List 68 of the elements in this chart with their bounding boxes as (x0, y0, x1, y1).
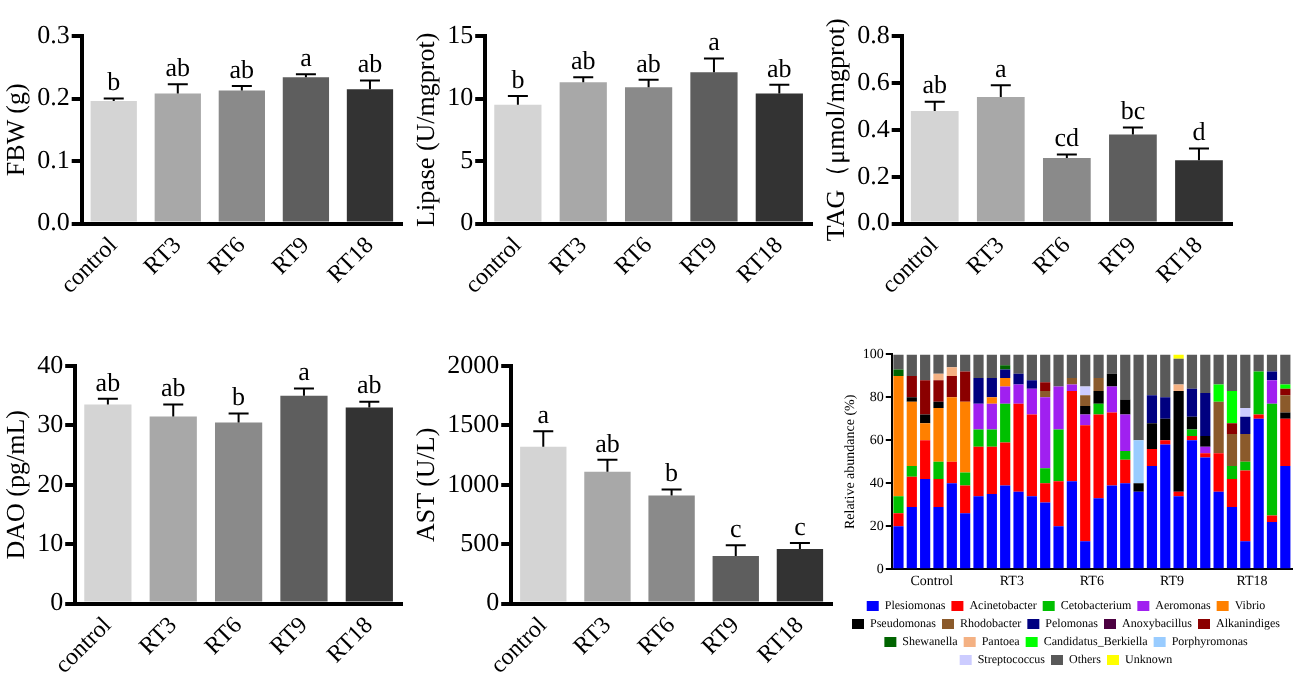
y-tick-label: 0 (486, 586, 500, 617)
data-label: bc (1120, 95, 1146, 126)
y-axis-title: FBW (g) (0, 83, 31, 177)
data-label: ab (165, 51, 191, 82)
y-axis-title: DAO (pg/mL) (0, 410, 31, 560)
x-tick-label: RT6 (608, 230, 658, 280)
y-tick-label: 5 (460, 143, 474, 174)
x-tick-label: RT9 (673, 230, 723, 280)
x-tick-label: RT6 (198, 610, 248, 660)
data-label: ab (922, 69, 948, 100)
y-tick-label: 20 (37, 467, 64, 498)
y-tick-label: 0.4 (857, 112, 891, 143)
x-tick-label: RT3 (567, 610, 617, 660)
y-tick-label: 0 (460, 206, 474, 237)
y-tick-label: 0.0 (857, 206, 890, 237)
y-tick-label: 30 (37, 408, 64, 439)
x-tick-label: RT3 (137, 230, 187, 280)
y-tick-label: 15 (447, 18, 474, 49)
data-label: b (665, 457, 679, 488)
y-tick-label: 0.6 (857, 65, 891, 96)
data-label: c (794, 510, 807, 541)
data-label: ab (570, 45, 596, 76)
x-tick-label: RT6 (201, 230, 251, 280)
y-tick-label: 500 (460, 527, 500, 558)
y-tick-label: 40 (37, 348, 64, 379)
y-tick-label: 0.1 (37, 143, 70, 174)
data-label: ab (595, 427, 620, 458)
data-label: ab (229, 53, 255, 84)
data-label: c (729, 513, 742, 544)
data-label: a (708, 26, 721, 57)
data-label: d (1192, 116, 1207, 147)
data-label: a (537, 399, 550, 430)
y-axis-title: TAG（μmol/mgprot) (820, 18, 851, 242)
x-tick-label: RT3 (960, 230, 1010, 280)
data-label: a (300, 41, 313, 72)
data-label: b (511, 63, 525, 94)
data-label: ab (357, 369, 382, 400)
data-label: b (232, 381, 246, 412)
y-tick-label: 2000 (447, 348, 500, 379)
x-tick-label: RT6 (631, 610, 681, 660)
data-label: a (995, 53, 1008, 84)
data-label: b (107, 66, 121, 97)
y-tick-label: 0.3 (37, 18, 70, 49)
y-axis-title: AST (U/L) (410, 427, 441, 542)
y-tick-label: 10 (37, 527, 64, 558)
data-label: ab (767, 52, 792, 83)
data-label: ab (357, 48, 383, 79)
data-label: a (298, 356, 311, 387)
y-tick-label: 0.2 (37, 81, 70, 112)
y-tick-label: 1500 (447, 408, 500, 439)
y-tick-label: 1000 (447, 467, 500, 498)
y-tick-label: 0.8 (857, 18, 890, 49)
y-tick-label: 10 (447, 81, 474, 112)
data-label: cd (1054, 122, 1081, 153)
x-tick-label: RT3 (542, 230, 592, 280)
data-label: ab (95, 366, 121, 397)
y-tick-label: 0 (50, 586, 64, 617)
y-tick-label: 0.0 (37, 206, 70, 237)
data-label: ab (160, 372, 186, 403)
x-tick-label: RT9 (695, 610, 745, 660)
x-tick-label: RT6 (1026, 230, 1076, 280)
x-tick-label: RT9 (1092, 230, 1142, 280)
data-label: ab (636, 47, 661, 78)
y-tick-label: 0.2 (857, 159, 890, 190)
x-tick-label: RT9 (265, 230, 315, 280)
y-axis-title: Lipase (U/mgprot) (410, 32, 441, 227)
x-tick-label: RT9 (263, 610, 313, 660)
x-tick-label: RT3 (132, 610, 182, 660)
